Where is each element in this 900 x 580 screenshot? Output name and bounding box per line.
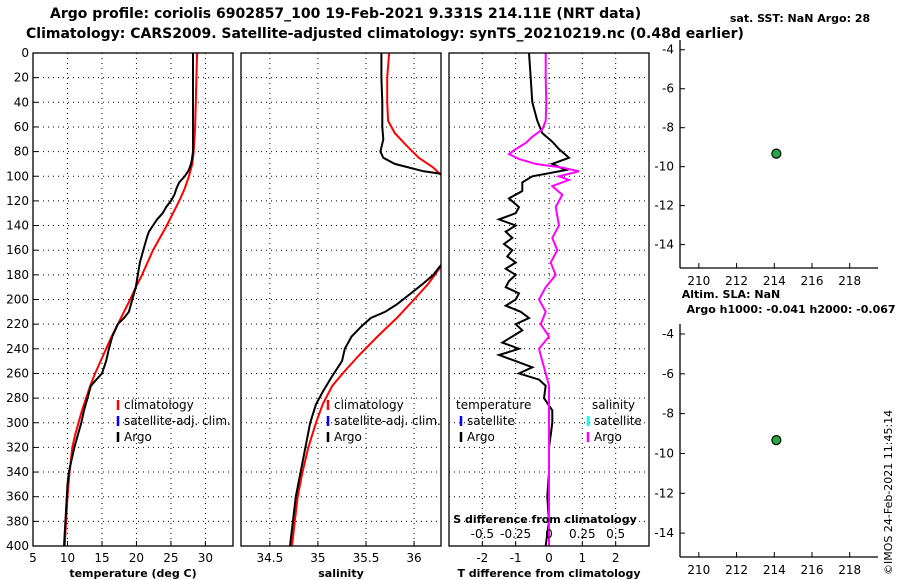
legend-title-salinity: salinity	[592, 398, 635, 412]
map-x-tick-label: 218	[838, 563, 861, 577]
map-x-tick-label: 210	[687, 274, 710, 288]
y-tick-label: 380	[6, 514, 29, 528]
map-y-tick-label: -14	[654, 526, 674, 540]
x-tick-label: 2	[612, 551, 620, 565]
map-x-tick-label: 218	[838, 274, 861, 288]
y-tick-label: 400	[6, 539, 29, 553]
legend-diff-t-sat-label: satellite	[467, 414, 515, 428]
series-salinity-diff-argo-	[507, 53, 580, 546]
map-y-tick-label: -6	[662, 367, 674, 381]
legend-diff-s-sat-label: satellite	[594, 414, 642, 428]
y-tick-label: 100	[6, 169, 29, 183]
y-tick-label: 0	[21, 46, 29, 60]
y-tick-label: 140	[6, 219, 29, 233]
map-x-tick-label: 216	[801, 563, 824, 577]
y-tick-label: 220	[6, 317, 29, 331]
x-tick-label: -1	[510, 551, 522, 565]
x-tick-label: 36	[406, 551, 421, 565]
x-axis-label: T difference from climatology	[457, 567, 640, 580]
sst-map-title: sat. SST: NaN Argo: 28	[730, 12, 870, 25]
x-axis-label: temperature (deg C)	[69, 567, 196, 580]
y-tick-label: 360	[6, 490, 29, 504]
argo-position-marker	[771, 435, 782, 446]
x-tick-label: 35	[310, 551, 325, 565]
x-tick-label: 35.5	[353, 551, 380, 565]
map-x-tick-label: 212	[725, 274, 748, 288]
header-line-1: Argo profile: coriolis 6902857_100 19-Fe…	[50, 6, 642, 22]
y-tick-label: 40	[14, 95, 29, 109]
x-tick-label: 20	[129, 551, 144, 565]
map-x-tick-label: 216	[801, 274, 824, 288]
x-tick-label: 15	[94, 551, 109, 565]
secondary-tick-label: -0.25	[500, 527, 531, 541]
map-y-tick-label: -8	[662, 407, 674, 421]
x-tick-label: 5	[29, 551, 37, 565]
y-tick-label: 340	[6, 465, 29, 479]
y-tick-label: 180	[6, 268, 29, 282]
y-tick-label: 260	[6, 366, 29, 380]
y-tick-label: 300	[6, 416, 29, 430]
secondary-tick-label: -0.5	[471, 527, 494, 541]
y-tick-label: 160	[6, 243, 29, 257]
map-y-tick-label: -4	[662, 43, 674, 57]
legend-temperature-1-label: satellite-adj. clim.	[124, 414, 231, 428]
x-tick-label: 30	[198, 551, 213, 565]
sla-map-subtitle: Argo h1000: -0.041 h2000: -0.067	[686, 303, 895, 316]
map-x-tick-label: 214	[763, 274, 786, 288]
y-tick-label: 60	[14, 120, 29, 134]
map-y-tick-label: -4	[662, 327, 674, 341]
secondary-axis-label: S difference from climatology	[453, 513, 637, 526]
y-tick-label: 80	[14, 145, 29, 159]
x-tick-label: 0	[545, 551, 553, 565]
legend-salinity-0-label: climatology	[334, 398, 404, 412]
secondary-tick-label: 0.25	[569, 527, 596, 541]
map-y-tick-label: -12	[654, 486, 674, 500]
map-x-tick-label: 210	[687, 563, 710, 577]
plot-frame	[448, 52, 650, 547]
y-tick-label: 120	[6, 194, 29, 208]
secondary-tick-label: 0	[545, 527, 553, 541]
x-tick-label: 34.5	[256, 551, 283, 565]
series-climatology	[63, 53, 199, 546]
map-y-tick-label: -14	[654, 238, 674, 252]
x-tick-label: 1	[579, 551, 587, 565]
secondary-tick-label: 0.5	[606, 527, 625, 541]
y-tick-label: 320	[6, 440, 29, 454]
map-x-tick-label: 214	[763, 563, 786, 577]
series-climatology	[291, 53, 441, 546]
x-tick-label: 10	[60, 551, 75, 565]
legend-diff-t-argo-label: Argo	[467, 430, 495, 444]
plot-frame	[240, 52, 442, 547]
legend-temperature-0-label: climatology	[124, 398, 194, 412]
legend-salinity-1-label: satellite-adj. clim.	[334, 414, 441, 428]
series-argo	[289, 53, 441, 546]
y-tick-label: 20	[14, 71, 29, 85]
x-tick-label: -2	[476, 551, 488, 565]
legend-diff-s-argo-label: Argo	[594, 430, 622, 444]
series-argo	[63, 53, 194, 546]
map-y-tick-label: -8	[662, 121, 674, 135]
x-axis-label: salinity	[318, 567, 364, 580]
header-line-2: Climatology: CARS2009. Satellite-adjuste…	[26, 26, 744, 42]
map-y-tick-label: -10	[654, 446, 674, 460]
sla-map-title: Altim. SLA: NaN	[682, 288, 781, 301]
map-y-tick-label: -12	[654, 199, 674, 213]
legend-temperature-2-label: Argo	[124, 430, 152, 444]
map-y-tick-label: -6	[662, 82, 674, 96]
y-tick-label: 280	[6, 391, 29, 405]
legend-salinity-2-label: Argo	[334, 430, 362, 444]
argo-position-marker	[771, 148, 782, 159]
legend-title-temperature: temperature	[456, 398, 531, 412]
x-tick-label: 25	[163, 551, 178, 565]
y-tick-label: 200	[6, 293, 29, 307]
map-x-tick-label: 212	[725, 563, 748, 577]
y-tick-label: 240	[6, 342, 29, 356]
map-y-tick-label: -10	[654, 160, 674, 174]
